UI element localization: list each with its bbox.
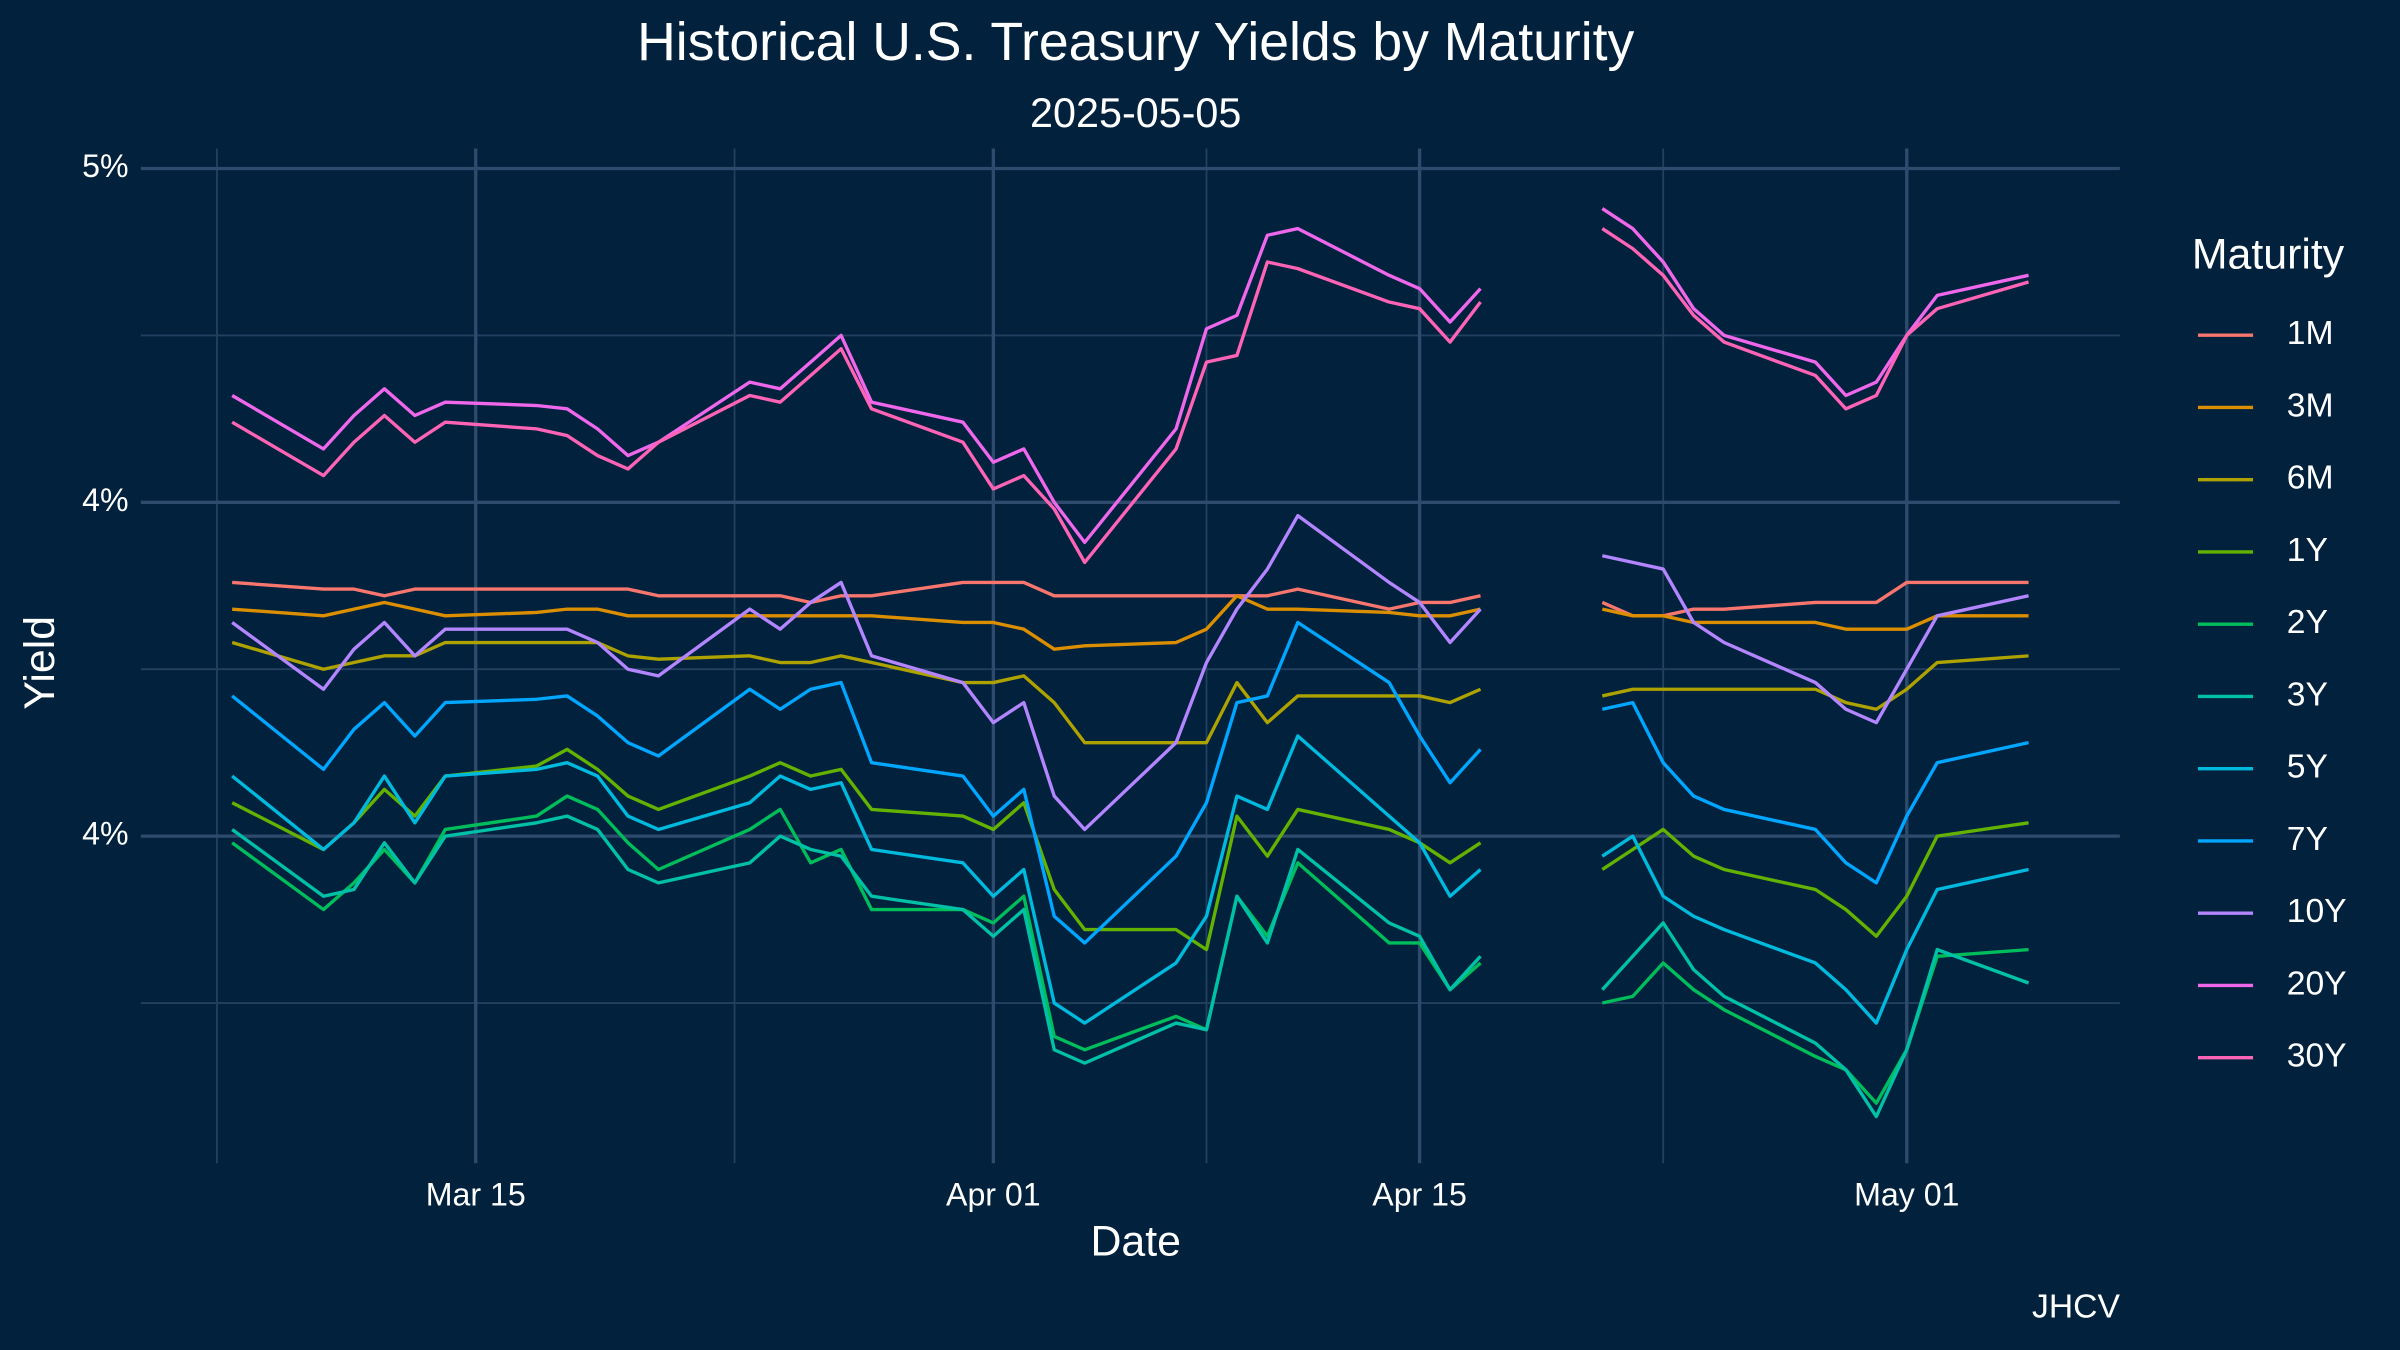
y-tick-label: 4% <box>82 482 128 518</box>
series-line <box>231 734 2029 1025</box>
plot-lines <box>231 207 2030 1119</box>
legend-label: 3M <box>2287 387 2334 424</box>
x-tick-label: May 01 <box>1854 1176 1959 1212</box>
legend-label: 1Y <box>2287 532 2328 569</box>
legend-label: 20Y <box>2287 965 2347 1002</box>
x-tick-label: Apr 15 <box>1372 1176 1467 1212</box>
legend-label: 7Y <box>2287 821 2328 858</box>
series-line <box>231 207 2029 545</box>
chart-subtitle: 2025-05-05 <box>1030 90 1241 136</box>
y-tick-label: 4% <box>82 816 128 852</box>
series-line <box>231 513 2029 832</box>
legend: 1M 3M 6M 1Y 2Y 3Y 5Y 7Y 10Y 20Y 30Y <box>2197 315 2347 1075</box>
series-line <box>231 620 2029 945</box>
x-tick-label: Apr 01 <box>946 1176 1041 1212</box>
legend-label: 3Y <box>2287 676 2328 713</box>
x-axis-label: Date <box>1090 1218 1181 1266</box>
y-tick-label: 5% <box>82 148 128 184</box>
legend-label: 1M <box>2287 315 2334 352</box>
legend-label: 2Y <box>2287 604 2328 641</box>
series-line <box>231 814 2030 1119</box>
series-line <box>231 227 2030 565</box>
legend-label: 5Y <box>2287 749 2328 786</box>
grid <box>140 148 2120 1164</box>
legend-label: 10Y <box>2287 893 2347 930</box>
legend-title: Maturity <box>2192 230 2345 278</box>
legend-label: 30Y <box>2287 1038 2347 1075</box>
y-axis-label: Yield <box>16 616 64 710</box>
caption: JHCV <box>2032 1289 2120 1326</box>
chart-title: Historical U.S. Treasury Yields by Matur… <box>637 13 1634 72</box>
x-tick-label: Mar 15 <box>426 1176 526 1212</box>
legend-label: 6M <box>2287 460 2334 497</box>
series-line <box>231 640 2029 745</box>
